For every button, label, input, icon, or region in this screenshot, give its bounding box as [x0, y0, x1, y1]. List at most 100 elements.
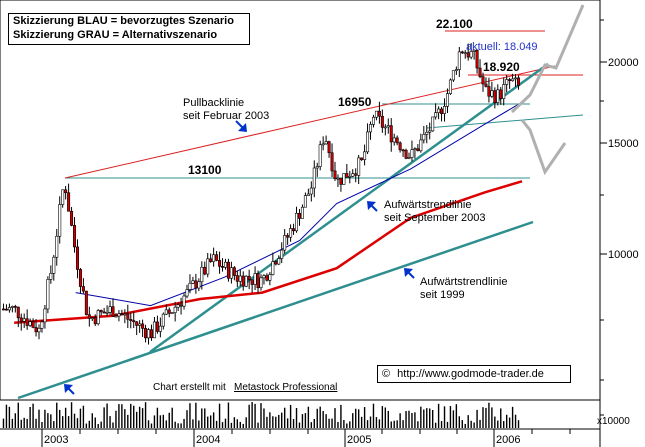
- candle-body: [93, 317, 97, 325]
- candle-body: [440, 108, 444, 114]
- candle-body: [271, 261, 275, 275]
- candle-body: [300, 206, 304, 219]
- candle-body: [179, 304, 183, 307]
- candle-body: [194, 280, 198, 289]
- y-axis-ticks: [600, 19, 607, 416]
- metastock-link[interactable]: Metastock Professional: [234, 382, 337, 393]
- candle-body: [75, 246, 79, 270]
- candle-body: [170, 312, 174, 314]
- candle-body: [123, 313, 127, 316]
- candle-body: [312, 167, 316, 189]
- x-tick-label: 2005: [347, 434, 371, 446]
- candle-body: [371, 116, 375, 125]
- candle-body: [493, 90, 497, 103]
- candle-body: [505, 79, 509, 85]
- candle-body: [475, 49, 479, 69]
- candle-body: [339, 177, 343, 185]
- candle-body: [188, 282, 192, 290]
- level-label-16950: 16950: [338, 95, 372, 109]
- candle-body: [466, 52, 470, 58]
- candlesticks: [1, 43, 521, 345]
- candle-body: [22, 318, 26, 322]
- candle-body: [398, 142, 402, 151]
- candle-body: [215, 254, 219, 261]
- candle-body: [457, 51, 461, 70]
- candle-body: [221, 266, 225, 268]
- x-axis-ticks: [41, 429, 571, 447]
- candle-body: [176, 304, 180, 308]
- candle-body: [114, 315, 118, 318]
- candle-body: [87, 314, 91, 319]
- candle-body: [7, 307, 11, 311]
- candle-body: [434, 112, 438, 118]
- candle-body: [499, 89, 503, 99]
- candle-body: [354, 173, 358, 176]
- x-tick-label: 2003: [44, 434, 68, 446]
- volume-scale-label: x10000: [597, 416, 630, 427]
- candle-body: [129, 319, 133, 321]
- current-label: aktuell: 18.049: [466, 41, 538, 53]
- candle-body: [96, 310, 100, 325]
- candle-body: [58, 204, 62, 237]
- candle-body: [377, 110, 381, 117]
- candle-body: [34, 327, 38, 333]
- candle-body: [342, 173, 346, 185]
- trendline-1999-note: Aufwärtstrendlinie seit 1999: [420, 276, 507, 301]
- candle-body: [419, 139, 423, 152]
- candle-body: [182, 295, 186, 307]
- candle-body: [374, 110, 378, 118]
- candle-body: [481, 76, 485, 85]
- candle-body: [330, 152, 334, 172]
- scenario-gray-sketch: [520, 119, 567, 176]
- trendline-1999: [17, 220, 534, 400]
- candle-body: [108, 306, 112, 313]
- candle-body: [295, 213, 299, 232]
- website-link[interactable]: http://www.godmode-trader.de: [397, 368, 544, 380]
- candle-body: [200, 266, 204, 283]
- candle-body: [416, 148, 420, 152]
- candle-body: [277, 258, 281, 265]
- candle-body: [502, 84, 506, 99]
- candle-body: [478, 67, 482, 77]
- candle-body: [161, 313, 165, 327]
- candle-body: [451, 70, 455, 81]
- candle-body: [283, 235, 287, 251]
- candle-body: [16, 306, 20, 319]
- x-tick-label: 2004: [196, 434, 220, 446]
- candle-body: [4, 308, 8, 311]
- level-label-13100: 13100: [188, 163, 222, 177]
- candle-body: [49, 273, 53, 280]
- candle-body: [19, 317, 23, 322]
- level-label-18920: 18.920: [483, 60, 520, 74]
- candle-body: [43, 308, 47, 323]
- pullback-note: Pullbacklinie seit Februar 2003: [183, 97, 269, 122]
- candle-body: [318, 144, 322, 167]
- candle-body: [90, 317, 94, 320]
- scenario-legend: Skizzierung BLAU = bevorzugtes Szenario …: [8, 13, 250, 45]
- arrow-icon: [404, 268, 415, 279]
- candle-body: [392, 137, 396, 143]
- candle-body: [120, 313, 124, 316]
- y-tick-10000: 10000: [608, 249, 639, 261]
- candle-body: [425, 131, 429, 135]
- y-tick-15000: 15000: [608, 138, 639, 150]
- candle-body: [484, 83, 488, 87]
- candle-body: [472, 49, 476, 52]
- candle-body: [357, 157, 361, 176]
- candle-body: [105, 312, 109, 314]
- candle-body: [67, 192, 71, 212]
- candle-body: [448, 79, 452, 94]
- candle-body: [463, 52, 467, 54]
- candle-body: [309, 187, 313, 195]
- candle-body: [197, 281, 201, 289]
- candle-body: [410, 149, 414, 158]
- arrow-icon: [64, 384, 75, 395]
- candle-body: [164, 309, 168, 315]
- candle-body: [445, 93, 449, 107]
- candle-body: [383, 126, 387, 129]
- candle-body: [1, 308, 5, 311]
- candle-body: [155, 321, 159, 332]
- candle-body: [428, 130, 432, 133]
